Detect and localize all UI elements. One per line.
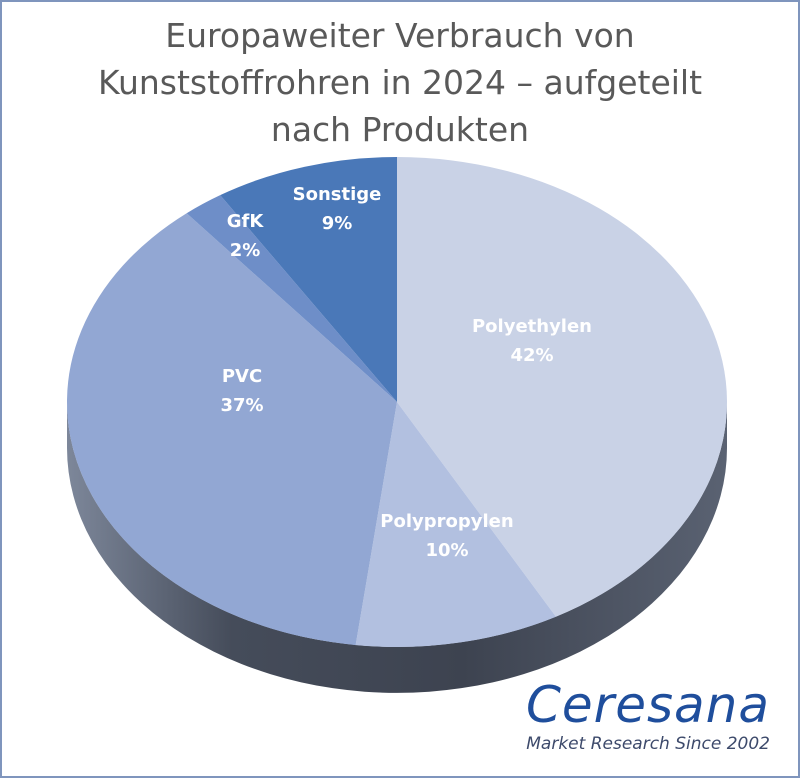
slice-label-name: Polyethylen bbox=[472, 316, 592, 337]
slice-label-value: 37% bbox=[220, 395, 263, 416]
slice-label-name: Sonstige bbox=[293, 184, 382, 205]
pie-slice-pvc bbox=[67, 213, 398, 646]
pie-slice-polyethylen bbox=[397, 157, 727, 617]
ceresana-logo: Ceresana Market Research Since 2002 bbox=[526, 677, 770, 755]
slice-label-value: 10% bbox=[425, 540, 468, 561]
pie-slice-gfk bbox=[186, 195, 397, 402]
slice-label-value: 42% bbox=[510, 345, 553, 366]
logo-tagline: Market Research Since 2002 bbox=[526, 734, 770, 754]
pie-slice-polypropylen bbox=[355, 402, 556, 647]
slice-label-value: 2% bbox=[230, 240, 261, 261]
slice-label-value: 9% bbox=[322, 213, 353, 234]
slice-label-name: PVC bbox=[222, 366, 262, 387]
slice-label-name: GfK bbox=[227, 211, 265, 232]
title-line-3: nach Produkten bbox=[270, 110, 530, 149]
title-line-2: Kunststoffrohren in 2024 – aufgeteilt bbox=[97, 63, 703, 102]
chart-title: Europaweiter Verbrauch von Kunststoffroh… bbox=[2, 12, 798, 153]
pie-slice-sonstige bbox=[220, 157, 397, 402]
pie-side bbox=[67, 402, 727, 693]
slice-label-name: Polypropylen bbox=[380, 511, 513, 532]
title-line-1: Europaweiter Verbrauch von bbox=[165, 16, 635, 55]
logo-wordmark: Ceresana bbox=[525, 676, 770, 734]
